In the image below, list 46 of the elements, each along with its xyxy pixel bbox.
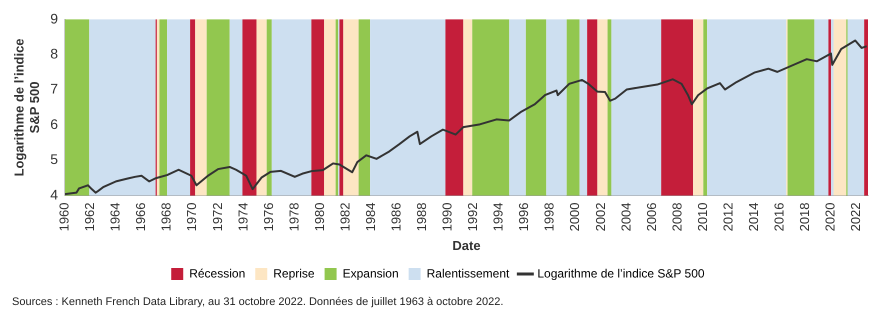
x-tick-label: 1984 [362, 202, 378, 232]
x-tick-label: 1968 [158, 202, 174, 232]
x-tick-label: 2006 [644, 202, 659, 232]
x-tick-label: 2020 [822, 202, 838, 232]
y-tick-label: 4 [50, 186, 58, 202]
x-tick-label: 1998 [542, 202, 557, 232]
y-axis-title: Logarithme de l’indice S&P 500 [11, 38, 42, 176]
x-tick-label: 1964 [108, 202, 123, 232]
x-tick-label: 2008 [669, 202, 684, 232]
x-tick-label: 1974 [235, 202, 250, 232]
x-tick-label: 1990 [440, 202, 455, 232]
y-tick-label: 5 [50, 151, 58, 168]
x-tick-label: 1976 [260, 202, 276, 232]
x-tick-label: 2018 [797, 202, 812, 232]
x-tick-label: 2002 [592, 202, 608, 232]
x-tick-label: 1966 [133, 202, 148, 232]
x-tick-label: 1978 [286, 202, 302, 232]
x-tick-label: 1988 [414, 202, 430, 232]
x-tick-label: 1982 [337, 202, 352, 232]
legend-label: Récession [189, 266, 246, 280]
x-axis-title: Date [452, 238, 481, 253]
legend-label: Reprise [273, 266, 315, 280]
x-tick-label: 2004 [618, 202, 634, 232]
x-tick-label: 1962 [82, 202, 98, 232]
x-tick-label: 2022 [848, 202, 864, 232]
x-tick-label: 1980 [312, 202, 327, 232]
x-tick-label: 1996 [516, 202, 532, 232]
x-tick-label: 1972 [210, 202, 225, 232]
x-tick-label: 1960 [56, 202, 72, 232]
y-tick-label: 8 [50, 45, 58, 62]
source-note: Sources : Kenneth French Data Library, au 31 octobre 2022. Données de juillet 1963 à octobre 2022. [12, 296, 504, 308]
legend-label: Logarithme de l’indice S&P 500 [537, 266, 705, 280]
legend-label: Expansion [342, 266, 399, 280]
y-tick-label: 7 [50, 80, 58, 97]
legend-label: Ralentissement [426, 266, 510, 280]
x-tick-label: 2016 [771, 202, 786, 232]
x-tick-label: 2010 [694, 202, 710, 232]
x-tick-label: 1992 [465, 202, 480, 232]
x-tick-label: 2014 [746, 202, 761, 232]
x-tick-label: 1986 [388, 202, 404, 232]
x-tick-label: 2012 [720, 202, 736, 232]
x-tick-label: 1994 [490, 202, 506, 232]
x-tick-label: 1970 [184, 202, 200, 232]
y-tick-label: 6 [50, 116, 58, 132]
y-tick-label: 9 [50, 10, 58, 26]
x-tick-label: 2000 [567, 202, 582, 232]
